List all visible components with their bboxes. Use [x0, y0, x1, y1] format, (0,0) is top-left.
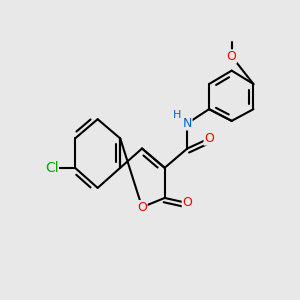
- Text: H: H: [173, 110, 181, 120]
- Text: Cl: Cl: [45, 161, 58, 175]
- Text: N: N: [183, 117, 192, 130]
- Text: O: O: [227, 50, 237, 63]
- Text: O: O: [182, 196, 192, 209]
- Text: O: O: [137, 201, 147, 214]
- Text: O: O: [204, 132, 214, 145]
